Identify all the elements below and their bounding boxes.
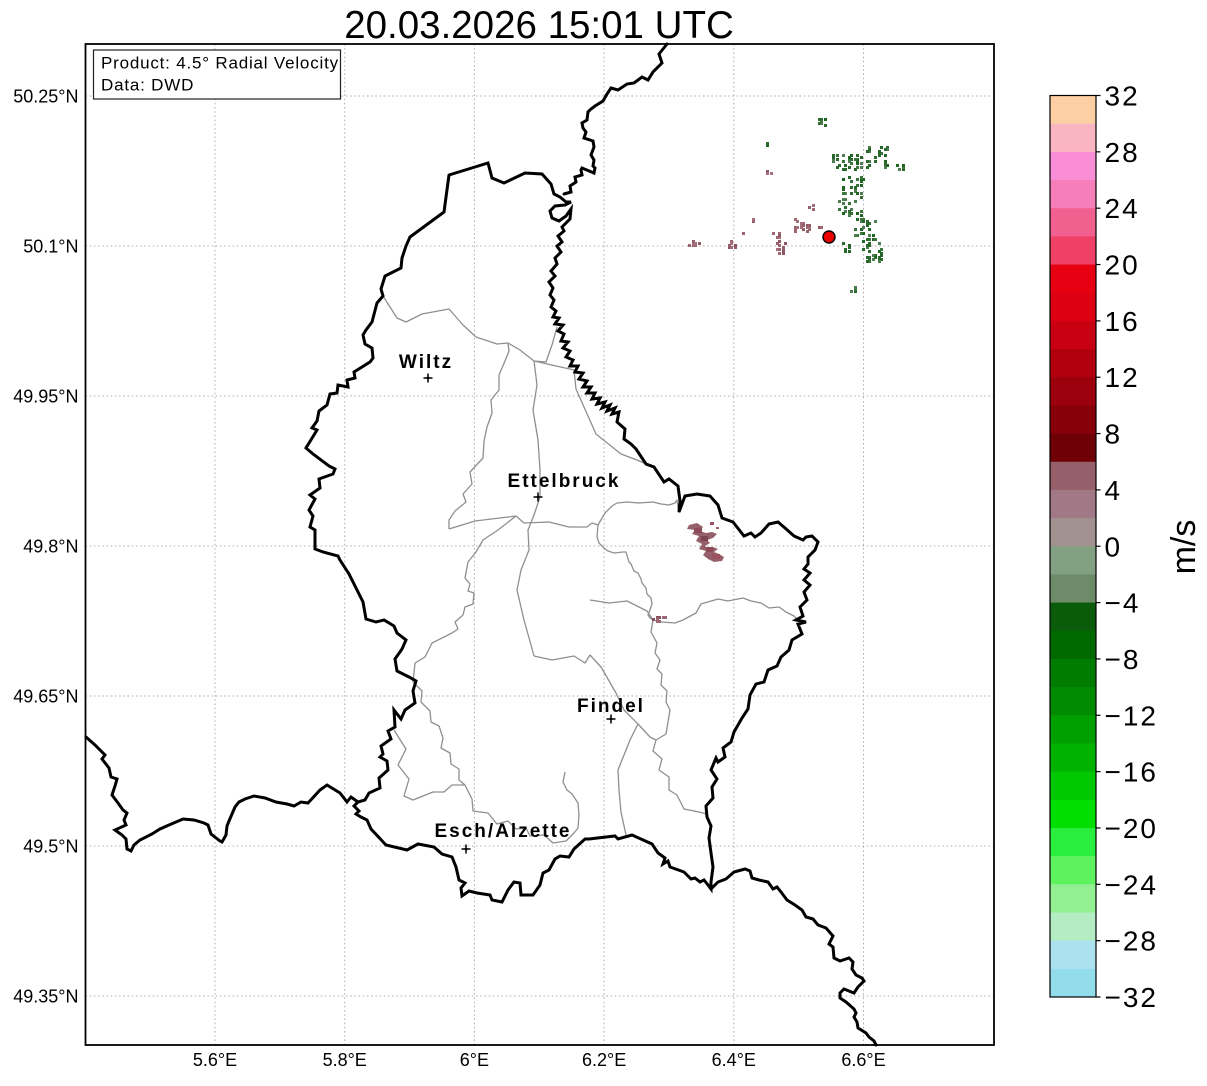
svg-text:49.35°N: 49.35°N (13, 987, 78, 1007)
svg-text:−20: −20 (1105, 813, 1159, 844)
svg-text:49.5°N: 49.5°N (23, 837, 78, 857)
svg-text:−12: −12 (1105, 700, 1159, 731)
svg-text:6.2°E: 6.2°E (582, 1050, 626, 1070)
svg-text:12: 12 (1105, 362, 1140, 393)
svg-text:0: 0 (1105, 531, 1123, 562)
svg-text:32: 32 (1105, 81, 1140, 112)
svg-text:Wiltz: Wiltz (399, 352, 453, 373)
svg-text:28: 28 (1105, 137, 1140, 168)
svg-text:49.95°N: 49.95°N (13, 387, 78, 407)
svg-text:−16: −16 (1105, 757, 1159, 788)
svg-text:−28: −28 (1105, 926, 1159, 957)
svg-text:24: 24 (1105, 193, 1140, 224)
svg-text:49.8°N: 49.8°N (23, 537, 78, 557)
svg-text:−8: −8 (1105, 644, 1141, 675)
svg-text:Ettelbruck: Ettelbruck (508, 471, 621, 492)
svg-text:6.6°E: 6.6°E (841, 1050, 885, 1070)
svg-text:Data: DWD: Data: DWD (101, 76, 194, 95)
svg-text:49.65°N: 49.65°N (13, 687, 78, 707)
svg-text:4: 4 (1105, 475, 1123, 506)
svg-text:50.25°N: 50.25°N (13, 87, 78, 107)
svg-text:8: 8 (1105, 419, 1123, 450)
svg-text:Findel: Findel (577, 696, 645, 717)
svg-text:−4: −4 (1105, 588, 1141, 619)
svg-text:−32: −32 (1105, 982, 1159, 1013)
svg-text:16: 16 (1105, 306, 1140, 337)
svg-text:6°E: 6°E (460, 1050, 489, 1070)
svg-text:20: 20 (1105, 250, 1140, 281)
svg-text:Esch/Alzette: Esch/Alzette (435, 821, 572, 842)
svg-text:−24: −24 (1105, 869, 1159, 900)
svg-text:50.1°N: 50.1°N (23, 237, 78, 257)
svg-text:m/s: m/s (1165, 520, 1203, 575)
svg-text:6.4°E: 6.4°E (712, 1050, 756, 1070)
svg-text:5.6°E: 5.6°E (193, 1050, 237, 1070)
svg-text:5.8°E: 5.8°E (323, 1050, 367, 1070)
svg-text:Product: 4.5° Radial Velocity: Product: 4.5° Radial Velocity (101, 54, 339, 73)
svg-text:20.03.2026 15:01 UTC: 20.03.2026 15:01 UTC (344, 4, 734, 47)
